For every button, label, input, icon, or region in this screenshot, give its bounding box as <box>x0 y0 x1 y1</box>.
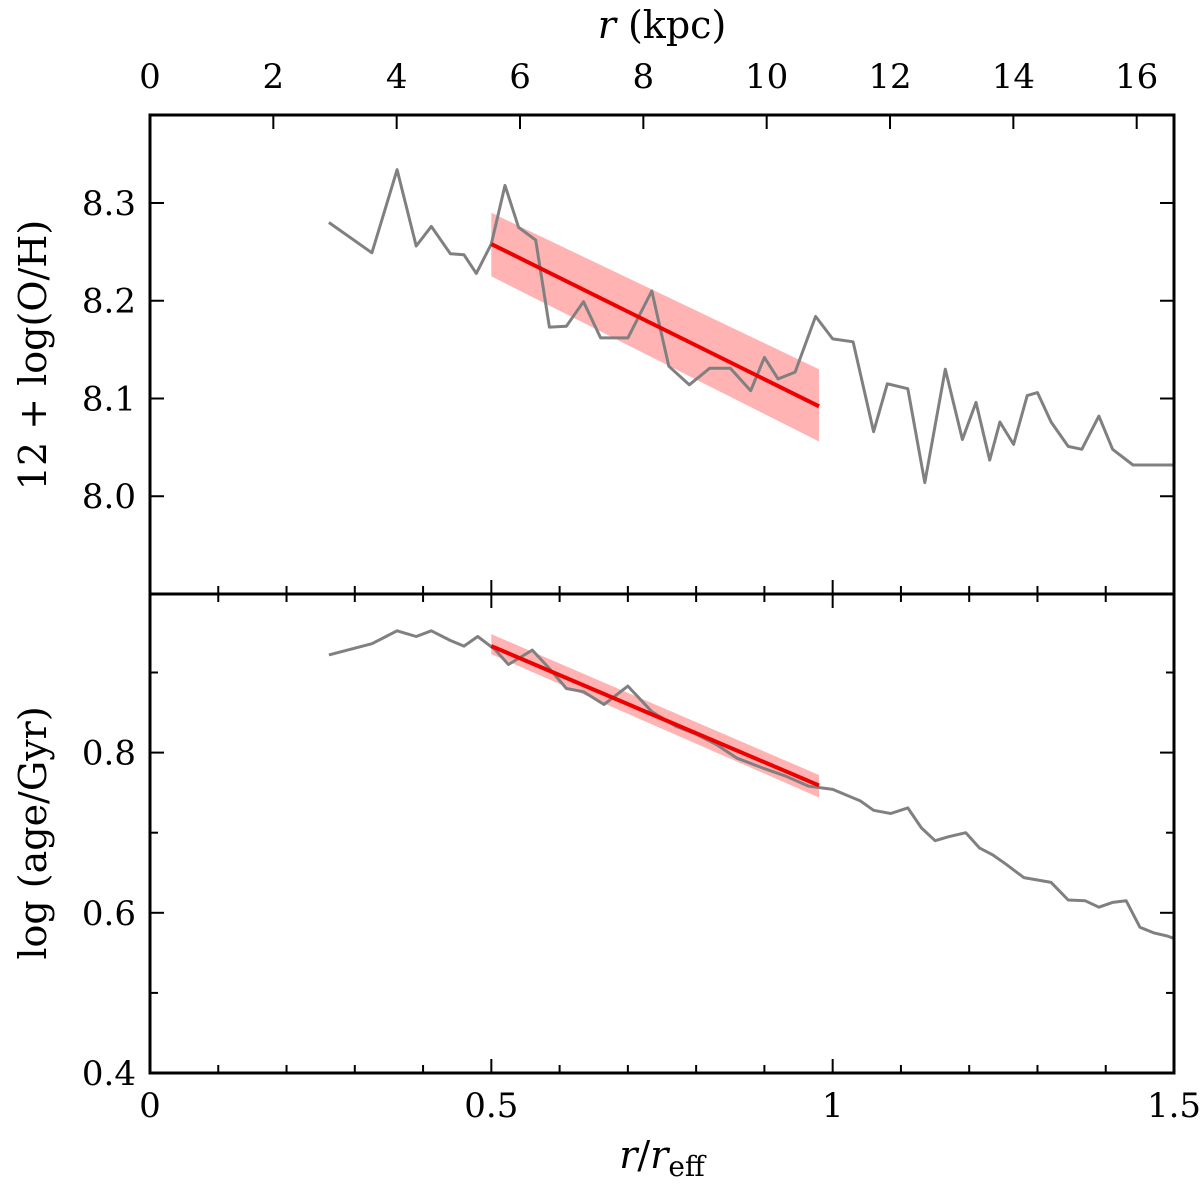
top-xtick-label: 12 <box>868 57 911 97</box>
panel-stellar-age-fit-line <box>490 644 820 788</box>
panel-metallicity-fit-line <box>490 242 820 409</box>
axis-text: r (kpc) r/reff 12 + log(O/H) log (age/Gy… <box>11 3 1200 1183</box>
panel-metallicity-ytick-label: 8.2 <box>82 282 136 322</box>
panel-stellar-age-ytick-label: 0.6 <box>82 894 136 934</box>
top-axis-variable: r <box>598 3 619 47</box>
top-xtick-label: 10 <box>745 57 788 97</box>
bottom-axis-denominator: r <box>650 1133 671 1177</box>
bottom-axis-separator: / <box>637 1133 650 1177</box>
top-xtick-label: 14 <box>992 57 1035 97</box>
panel-metallicity-ytick-label: 8.3 <box>82 184 136 224</box>
top-xtick-label: 0 <box>139 57 161 97</box>
top-xtick-label: 4 <box>386 57 408 97</box>
panel-metallicity-ytick-label: 8.1 <box>82 379 136 419</box>
bottom-axis-numerator: r <box>619 1133 640 1177</box>
panel-metallicity-ylabel: 12 + log(O/H) <box>11 220 55 490</box>
bottom-axis-subscript: eff <box>668 1150 707 1183</box>
bottom-xtick-label: 1 <box>822 1086 844 1126</box>
bottom-xtick-label: 0.5 <box>464 1086 518 1126</box>
top-xtick-label: 6 <box>509 57 531 97</box>
top-xtick-label: 2 <box>263 57 285 97</box>
bottom-axis-title: r/reff <box>619 1133 707 1183</box>
panel-stellar-age-frame <box>148 592 1176 1075</box>
panel-metallicity-profile-line <box>328 168 1174 485</box>
top-xtick-label: 16 <box>1115 57 1158 97</box>
panel-metallicity-ytick-label: 8.0 <box>82 477 136 517</box>
panel-stellar-age-ytick-label: 0.4 <box>82 1054 136 1094</box>
bottom-xtick-label: 0 <box>139 1086 161 1126</box>
top-axis-title: r (kpc) <box>598 3 727 47</box>
panel-stellar-age-ylabel: log (age/Gyr) <box>11 706 55 959</box>
axes <box>148 113 1176 1075</box>
top-axis-unit: (kpc) <box>628 3 726 47</box>
top-xtick-label: 8 <box>633 57 655 97</box>
panel-stellar-age-profile-line <box>328 629 1175 940</box>
bottom-xtick-label: 1.5 <box>1147 1086 1200 1126</box>
data-lines <box>328 168 1175 940</box>
panel-stellar-age-ytick-label: 0.8 <box>82 734 136 774</box>
